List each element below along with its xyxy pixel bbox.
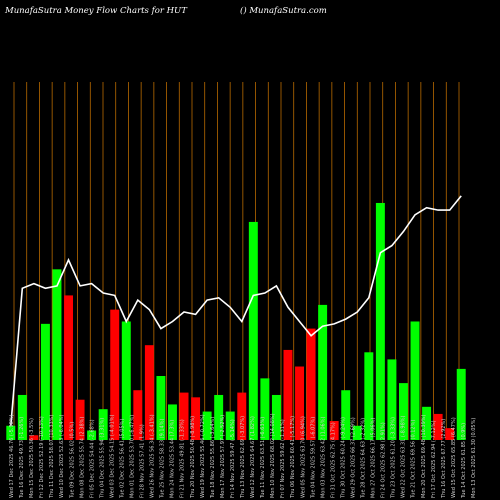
x-tick-label: Mon 27 Oct 2025 66.17 (5.06%)	[371, 418, 377, 498]
money-flow-bar	[295, 366, 304, 440]
grid-lines	[13, 82, 460, 440]
money-flow-bar	[341, 390, 351, 440]
money-flow-bar	[271, 394, 281, 440]
x-tick-label: Fri 21 Nov 2025 49.81 (-1.33%)	[180, 419, 186, 498]
money-flow-bar	[352, 425, 362, 440]
money-flow-bar	[202, 411, 212, 440]
money-flow-bar	[40, 323, 50, 440]
price-line	[10, 195, 462, 426]
x-tick-label: Mon 08 Dec 2025 55.74 (2.38%)	[79, 417, 85, 498]
x-tick-label: Thu 04 Dec 2025 55.94 (3.31%)	[99, 418, 105, 499]
x-tick-label: Fri 12 Dec 2025 52.19 (-10.13%)	[39, 416, 45, 498]
x-tick-label: Tue 16 Dec 2025 49.73 (-1.26%)	[19, 417, 25, 499]
money-flow-bar	[64, 295, 73, 440]
money-flow-bar	[260, 378, 270, 440]
x-tick-label: Thu 11 Dec 2025 58.07 (10.33%)	[49, 415, 55, 499]
x-tick-label: Fri 05 Dec 2025 54.44 (-2.68%)	[89, 419, 95, 498]
x-tick-label: Mon 17 Nov 2025 57.97 (-2.52%)	[220, 415, 226, 498]
money-flow-bar	[144, 345, 154, 440]
x-tick-label: Tue 14 Oct 2025 61.85 (0.9%)	[461, 423, 467, 499]
x-tick-label: Wed 19 Nov 2025 55.46 (-0.72%)	[200, 414, 206, 498]
x-tick-label: Wed 26 Nov 2025 56.34 (-3.41%)	[150, 414, 156, 498]
money-flow-bar	[98, 409, 108, 440]
x-tick-label: Wed 15 Oct 2025 65.85 (6.47%)	[451, 417, 457, 498]
x-tick-label: Wed 03 Dec 2025 54.15 (-4.01%)	[109, 414, 115, 498]
x-axis-labels: Wed 17 Dec 2025 46.76 (-5.98%) Tue 16 Dec…	[9, 413, 477, 499]
x-tick-label: Fri 17 Oct 2025 62.94 (-7.12%)	[431, 420, 437, 498]
money-flow-bar	[110, 309, 120, 440]
x-tick-label: Fri 31 Oct 2025 62.75 (4.17%)	[330, 422, 336, 498]
x-tick-label: Wed 10 Dec 2025 52.63 (-6.04%)	[59, 414, 65, 498]
x-tick-label: Mon 20 Oct 2025 69.48 (10.39%)	[421, 414, 427, 498]
x-tick-label: Fri 28 Nov 2025 57.41 (1.9%)	[140, 424, 146, 498]
x-tick-label: Wed 17 Dec 2025 46.76 (-5.98%)	[9, 414, 15, 498]
money-flow-bar	[214, 394, 224, 440]
x-tick-label: Wed 12 Nov 2025 64.67 (1.82%)	[250, 416, 256, 498]
money-flow-bar	[191, 397, 201, 440]
x-tick-label: Tue 18 Nov 2025 55.86 (-3.64%)	[210, 417, 216, 499]
x-tick-label: Tue 21 Oct 2025 69.56 (0.12%)	[411, 420, 417, 499]
x-tick-label: Thu 06 Nov 2025 60.41 (-5.17%)	[290, 416, 296, 499]
x-tick-label: Thu 23 Oct 2025 61.20 (-3.33%)	[391, 417, 397, 499]
x-tick-label: Tue 09 Dec 2025 56.02 (0.5%)	[69, 422, 75, 499]
money-flow-bar	[375, 202, 385, 440]
site-credit: () MunafaSutra.com	[240, 6, 327, 16]
x-tick-label: Mon 03 Nov 2025 63.42 (1.06%)	[320, 417, 326, 498]
money-flow-bar	[29, 435, 39, 440]
money-flow-bar	[456, 368, 466, 440]
money-flow-bar	[306, 328, 316, 440]
money-flow-bar	[156, 376, 166, 440]
x-tick-label: Mon 10 Nov 2025 68.02 (14.08%)	[270, 413, 276, 498]
x-tick-label: Thu 16 Oct 2025 67.77 (2.92%)	[441, 419, 447, 499]
money-flow-bar	[329, 421, 339, 440]
money-flow-bar	[283, 349, 293, 440]
x-tick-label: Fri 07 Nov 2025 59.62 (-1.31%)	[280, 419, 286, 498]
x-tick-label: Mon 24 Nov 2025 53.44 (7.3%)	[170, 420, 176, 498]
money-flow-bar	[87, 430, 97, 440]
money-flow-bar	[52, 269, 62, 440]
money-flow-bar	[248, 221, 258, 440]
money-flow-bar	[6, 425, 16, 440]
x-tick-label: Thu 20 Nov 2025 50.48 (-8.98%)	[190, 416, 196, 499]
x-tick-label: Fri 24 Oct 2025 62.98 (2.91%)	[381, 422, 387, 498]
x-tick-label: Fri 14 Nov 2025 59.47 (-5.14%)	[230, 419, 236, 498]
x-tick-label: Mon 13 Oct 2025 61.30 (0.05%)	[471, 418, 477, 498]
x-tick-label: Tue 02 Dec 2025 56.41 (5.05%)	[119, 419, 125, 499]
x-tick-label: Wed 05 Nov 2025 63.70 (6.94%)	[300, 416, 306, 498]
x-tick-label: Wed 29 Oct 2025 66.37 (2.69%)	[350, 417, 356, 498]
money-flow-bar	[225, 411, 235, 440]
x-tick-label: Tue 04 Nov 2025 59.57 (-6.07%)	[310, 417, 316, 499]
money-flow-bar	[433, 413, 443, 440]
money-flow-bar	[422, 406, 432, 440]
money-flow-bar	[75, 399, 85, 440]
money-flow-bar	[168, 404, 177, 440]
x-tick-label: Wed 22 Oct 2025 63.31 (-8.98%)	[401, 415, 407, 498]
money-flow-bar	[364, 352, 374, 440]
money-flow-bar	[121, 321, 131, 440]
money-flow-bar	[179, 392, 189, 440]
x-tick-label: Mon 01 Dec 2025 53.70 (-6.47%)	[130, 415, 136, 498]
x-tick-label: Mon 15 Dec 2025 50.36 (-3.5%)	[29, 418, 35, 498]
money-flow-bar	[399, 383, 408, 440]
x-tick-label: Tue 11 Nov 2025 63.51 (-6.63%)	[260, 417, 266, 499]
money-flow-bar	[17, 394, 27, 440]
money-flow-bars	[6, 202, 466, 440]
x-tick-label: Thu 13 Nov 2025 62.69 (-3.07%)	[240, 416, 246, 499]
x-tick-label: Thu 30 Oct 2025 60.24 (-9.24%)	[340, 417, 346, 499]
money-flow-bar	[410, 321, 420, 440]
chart-title: MunafaSutra Money Flow Charts for HUT	[5, 6, 187, 16]
price-line-path	[10, 195, 462, 426]
money-flow-bar	[445, 428, 455, 440]
money-flow-bar	[318, 304, 328, 440]
money-flow-bar	[387, 359, 397, 440]
x-tick-label: Tue 28 Oct 2025 64.63 (-2.32%)	[361, 418, 367, 499]
money-flow-bar	[237, 392, 247, 440]
x-tick-label: Tue 25 Nov 2025 58.33 (9.14%)	[160, 419, 166, 499]
money-flow-bar	[133, 390, 143, 440]
